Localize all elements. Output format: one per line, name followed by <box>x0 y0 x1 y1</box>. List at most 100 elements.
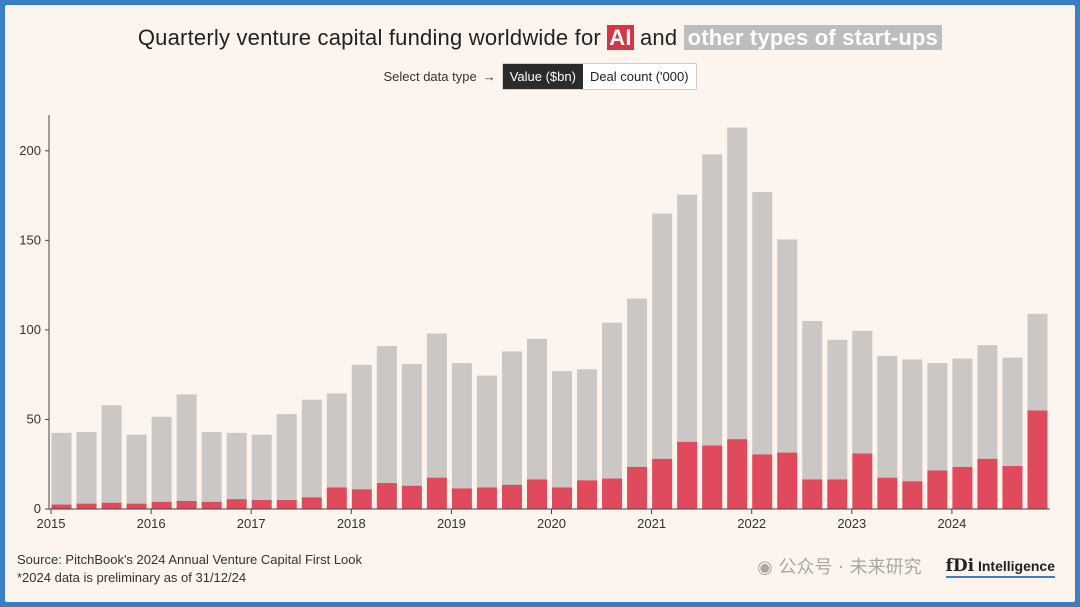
deal-count-option-button[interactable]: Deal count ('000) <box>582 64 696 89</box>
ai-bar <box>877 477 898 509</box>
x-tick-label: 2017 <box>237 516 266 531</box>
source-note: Source: PitchBook's 2024 Annual Venture … <box>17 552 363 567</box>
ai-bar <box>702 445 723 509</box>
ai-bar <box>902 481 923 509</box>
other-bar <box>852 330 873 454</box>
x-tick-label: 2021 <box>637 516 666 531</box>
other-bar <box>501 351 522 485</box>
arrow-right-icon: → <box>482 69 496 84</box>
chart-frame: Quarterly venture capital funding worldw… <box>5 5 1075 602</box>
y-tick-label: 200 <box>19 143 41 158</box>
other-bar <box>76 431 97 504</box>
other-bar <box>577 369 598 481</box>
other-bar <box>977 345 998 459</box>
y-tick-label: 100 <box>19 322 41 337</box>
other-bar <box>727 127 748 440</box>
other-bar <box>802 320 823 480</box>
logo-mark: fDi <box>945 556 975 576</box>
x-tick-label: 2018 <box>337 516 366 531</box>
other-bar <box>877 355 898 478</box>
ai-bar <box>852 453 873 509</box>
y-tick-label: 150 <box>19 232 41 247</box>
ai-bar <box>326 487 347 509</box>
other-bar <box>777 239 798 453</box>
ai-bar <box>1002 466 1023 509</box>
ai-bar <box>977 458 998 509</box>
ai-bar <box>526 479 547 509</box>
other-bar <box>702 154 723 446</box>
title-other-highlight: other types of start-ups <box>683 25 943 50</box>
ai-bar <box>176 500 197 509</box>
x-tick-label: 2023 <box>837 516 866 531</box>
title-text: Quarterly venture capital funding worldw… <box>137 25 608 50</box>
other-bar <box>526 338 547 480</box>
value-option-button[interactable]: Value ($bn) <box>502 64 583 89</box>
other-bar <box>1002 357 1023 467</box>
ai-bar <box>552 487 573 509</box>
ai-bar <box>451 488 472 509</box>
other-bar <box>652 213 673 459</box>
ai-bar <box>627 466 648 509</box>
other-bar <box>952 358 973 467</box>
other-bar <box>902 359 923 482</box>
ai-bar <box>777 452 798 509</box>
other-bar <box>276 414 297 501</box>
other-bar <box>351 364 372 490</box>
other-bar <box>251 434 272 501</box>
other-bar <box>426 333 447 478</box>
ai-bar <box>927 470 948 509</box>
ai-bar <box>652 458 673 509</box>
watermark-text: 公众号 · 未来研究 <box>778 557 922 578</box>
ai-bar <box>802 479 823 509</box>
ai-bar <box>952 466 973 509</box>
x-tick-label: 2024 <box>937 516 966 531</box>
ai-bar <box>426 477 447 509</box>
title-ai-highlight: AI <box>607 25 634 50</box>
ai-bar <box>276 500 297 509</box>
ai-bar <box>827 479 848 509</box>
other-bar <box>451 363 472 489</box>
other-bar <box>151 416 172 502</box>
data-type-selector: Select data type → Value ($bn) Deal coun… <box>5 63 1075 90</box>
ai-bar <box>752 454 773 509</box>
ai-bar <box>401 485 422 509</box>
ai-bar <box>577 480 598 509</box>
fdi-intelligence-logo: fDi Intelligence <box>945 556 1055 578</box>
other-bar <box>176 394 197 501</box>
ai-bar <box>126 503 147 509</box>
other-bar <box>1027 313 1048 411</box>
ai-bar <box>602 478 623 509</box>
ai-bar <box>1027 410 1048 509</box>
other-bar <box>927 363 948 471</box>
other-bar <box>401 363 422 486</box>
ai-bar <box>501 484 522 509</box>
chart-title: Quarterly venture capital funding worldw… <box>5 25 1075 51</box>
preliminary-note: *2024 data is preliminary as of 31/12/24 <box>17 570 247 585</box>
other-bar <box>126 434 147 504</box>
x-tick-label: 2015 <box>37 516 66 531</box>
other-bar <box>101 405 122 503</box>
other-bar <box>602 322 623 479</box>
ai-bar <box>51 504 72 509</box>
other-bar <box>301 399 322 498</box>
ai-bar <box>226 499 247 509</box>
logo-name: Intelligence <box>977 558 1055 574</box>
ai-bar <box>351 489 372 509</box>
other-bar <box>376 346 397 484</box>
title-and: and <box>633 25 684 50</box>
x-tick-label: 2022 <box>737 516 766 531</box>
other-bar <box>677 194 698 442</box>
ai-bar <box>376 483 397 509</box>
ai-bar <box>301 497 322 509</box>
x-tick-label: 2019 <box>437 516 466 531</box>
ai-bar <box>476 487 497 509</box>
ai-bar <box>201 501 222 509</box>
other-bar <box>476 375 497 488</box>
other-bar <box>326 393 347 488</box>
ai-bar <box>76 503 97 509</box>
ai-bar <box>727 439 748 509</box>
footer: Source: PitchBook's 2024 Annual Venture … <box>17 551 362 587</box>
selector-label: Select data type <box>383 69 477 84</box>
other-bar <box>752 192 773 455</box>
watermark: ◉ 公众号 · 未来研究 <box>757 553 922 579</box>
